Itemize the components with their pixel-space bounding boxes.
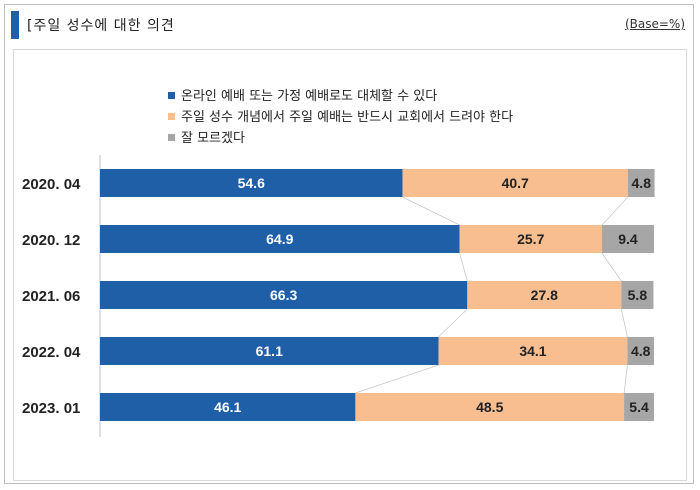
data-label-s2: 48.5 (476, 399, 503, 415)
legend-swatch-1 (168, 92, 175, 99)
series-connector-line (438, 308, 468, 338)
legend-label-3: 잘 모르겠다 (181, 131, 245, 146)
data-label-s2: 27.8 (531, 287, 558, 303)
data-label-s2: 40.7 (502, 175, 529, 191)
legend-swatch-3 (168, 134, 175, 141)
series-connector-line (355, 364, 439, 394)
data-label-s2: 25.7 (517, 231, 544, 247)
bar-segment-s1 (100, 169, 403, 197)
category-label: 2020. 04 (22, 176, 81, 193)
data-label-s1: 66.3 (270, 287, 297, 303)
data-label-s1: 46.1 (214, 399, 241, 415)
bar-segment-s2 (459, 225, 602, 253)
bar-segment-s1 (100, 393, 356, 421)
bar-segment-s1 (100, 281, 468, 309)
bar-segment-s2 (355, 393, 625, 421)
title-accent-bar (11, 11, 19, 39)
data-label-s1: 61.1 (256, 343, 283, 359)
category-label: 2021. 06 (22, 288, 80, 305)
series-connector-line (402, 196, 460, 226)
data-label-s3: 5.8 (628, 287, 648, 303)
series-connector-line (601, 252, 622, 282)
legend-label-1: 온라인 예배 또는 가정 예배로도 대체할 수 있다 (181, 89, 437, 104)
data-label-s3: 4.8 (631, 343, 651, 359)
chart-title: [주일 성수에 대한 의견 (27, 18, 175, 34)
series-connector-line (601, 196, 629, 226)
category-label: 2023. 01 (22, 400, 80, 417)
bar-segment-s3 (627, 169, 655, 197)
legend-label-2: 주일 성수 개념에서 주일 예배는 반드시 교회에서 드려야 한다 (181, 110, 513, 125)
data-label-s3: 4.8 (632, 175, 652, 191)
bar-segment-s2 (467, 281, 622, 309)
legend-swatch-2 (168, 113, 175, 120)
data-label-s3: 5.4 (629, 399, 649, 415)
bar-segment-s3 (621, 281, 654, 309)
bar-segment-s2 (402, 169, 628, 197)
data-label-s1: 64.9 (266, 231, 293, 247)
bar-segment-s2 (438, 337, 628, 365)
category-label: 2020. 12 (22, 232, 80, 249)
series-connector-line (623, 364, 628, 394)
data-label-s3: 9.4 (618, 231, 638, 247)
bar-segment-s1 (100, 337, 439, 365)
series-connector-line (459, 252, 468, 282)
bar-segment-s3 (627, 337, 654, 365)
data-label-s1: 54.6 (238, 175, 265, 191)
data-label-s2: 34.1 (519, 343, 546, 359)
category-label: 2022. 04 (22, 344, 81, 361)
bar-segment-s3 (601, 225, 654, 253)
bar-segment-s1 (100, 225, 460, 253)
bar-segment-s3 (624, 393, 654, 421)
series-connector-line (620, 308, 628, 338)
base-note: (Base=%) (624, 17, 685, 31)
chart-panel (13, 49, 687, 481)
